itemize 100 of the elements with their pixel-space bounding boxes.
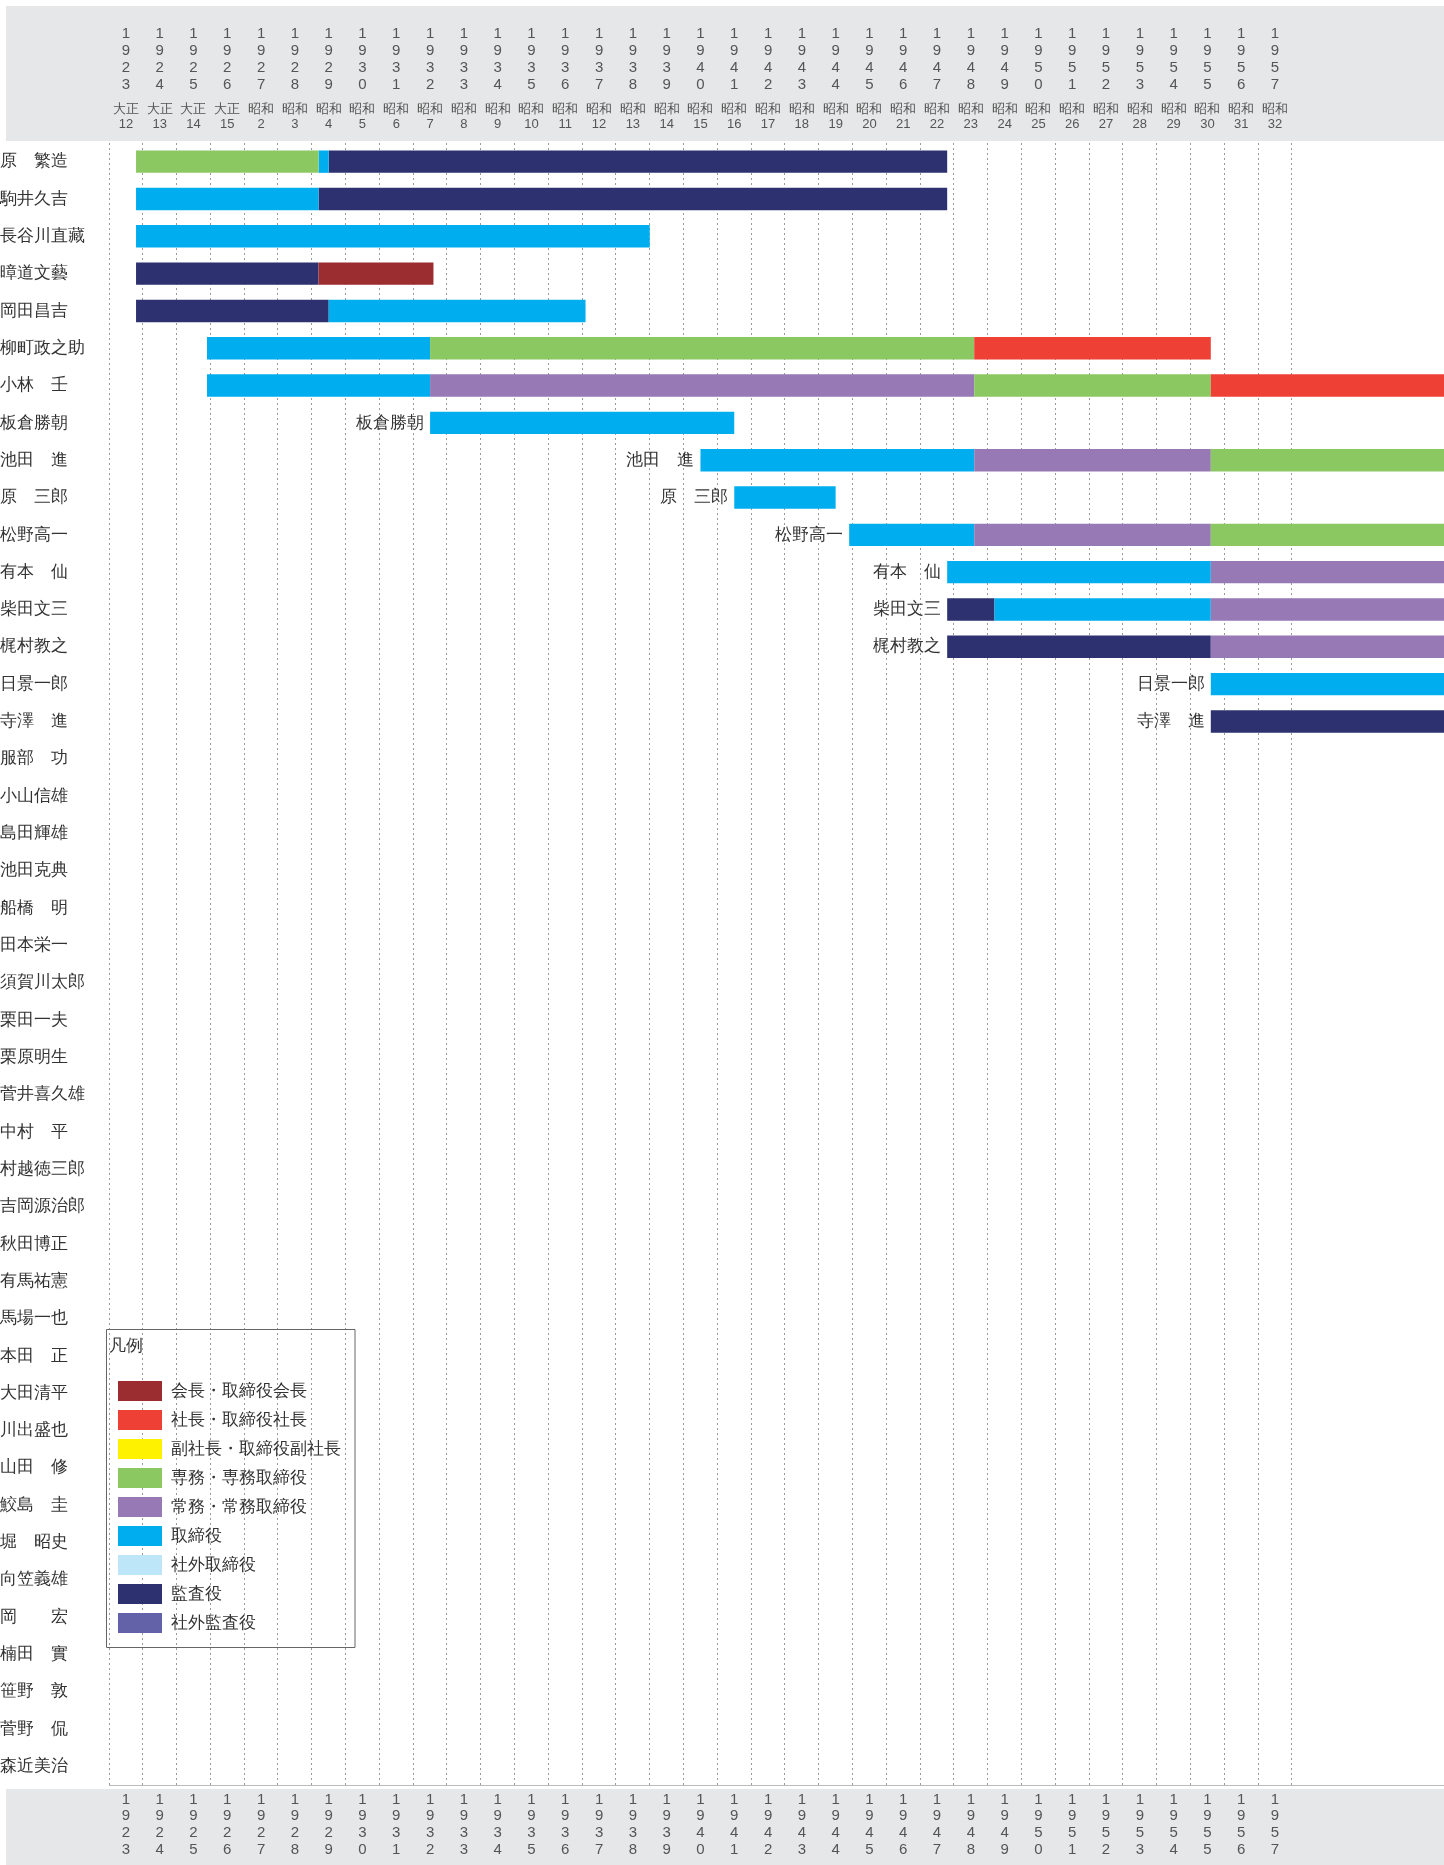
y-tick-label: 小林 壬	[0, 375, 68, 395]
y-tick-label: 島田輝雄	[0, 823, 68, 843]
text: 大正12	[112, 100, 139, 131]
y-tick-label: 松野高一	[0, 524, 68, 544]
y-tick-label: 船橋 明	[0, 897, 68, 917]
y-tick-label: 中村 平	[0, 1121, 68, 1141]
y-tick-label: 原 三郎	[0, 487, 68, 507]
y-tick-label: 堀 昭史	[0, 1532, 68, 1552]
bar	[1210, 374, 1444, 397]
bar	[430, 337, 975, 360]
x2-tick-label: 1 9 4 6	[899, 24, 908, 92]
text: 昭和4	[315, 100, 342, 131]
bar	[318, 150, 329, 173]
x-tick-label: 1 9 4 8	[966, 1789, 976, 1857]
legend-title: 凡例	[109, 1335, 143, 1355]
text: 昭和22	[924, 100, 951, 131]
text: 昭和25	[1025, 100, 1052, 131]
y-tick-label: 小山信雄	[0, 785, 68, 805]
bar	[328, 299, 586, 323]
text: 昭和24	[991, 100, 1018, 131]
x-tick-label: 1 9 4 0	[696, 1789, 705, 1857]
y-tick-label: 柳町政之助	[0, 337, 85, 357]
bar	[136, 262, 319, 285]
x2-tick-label: 1 9 4 7	[932, 24, 942, 92]
x2-tick-label: 1 9 3 5	[527, 24, 536, 92]
y-tick-label: 菅井喜久雄	[0, 1084, 85, 1104]
y-tick-label: 村越徳三郎	[0, 1158, 85, 1178]
text: 昭和13	[619, 100, 646, 131]
y-tick-label: 川出盛也	[0, 1420, 68, 1440]
bar	[1210, 523, 1444, 547]
legend-label: 社外取締役	[170, 1554, 256, 1574]
x2-tick-label: 1 9 2 3	[121, 24, 131, 92]
bar	[1210, 672, 1444, 696]
y-tick-label: 原 繁造	[0, 151, 68, 171]
text: 昭和2	[248, 100, 275, 131]
y-tick-label: 長谷川直藏	[0, 225, 85, 245]
legend-label: 社外監査役	[170, 1612, 256, 1632]
x-tick-label: 1 9 5 2	[1101, 1789, 1111, 1857]
x2-tick-label: 1 9 2 8	[290, 24, 300, 92]
x2-tick-label: 1 9 5 1	[1068, 24, 1077, 92]
x2-tick-label: 1 9 4 0	[696, 24, 705, 92]
x2-tick-label: 1 9 3 0	[358, 24, 367, 92]
text: 大正15	[214, 100, 241, 131]
legend-label: 監査役	[170, 1583, 222, 1603]
x2-tick-label: 1 9 3 1	[392, 24, 401, 92]
bar	[974, 523, 1211, 547]
annotation: 寺澤 進	[1136, 711, 1205, 731]
y-tick-label: 大田清平	[0, 1382, 68, 1402]
text: 昭和21	[890, 100, 917, 131]
bar	[318, 187, 948, 211]
x2-tick-label: 1 9 2 7	[256, 24, 266, 92]
x2-tick-label: 1 9 4 8	[966, 24, 976, 92]
text: 昭和9	[484, 100, 511, 131]
x2-tick-label: 1 9 2 6	[223, 24, 232, 92]
y-tick-label: 寺澤 進	[0, 711, 68, 731]
y-tick-label: 岡 宏	[0, 1606, 68, 1626]
x2-tick-label: 1 9 3 9	[662, 24, 671, 92]
annotation: 柴田文三	[873, 599, 942, 619]
x-tick-label: 1 9 2 8	[290, 1789, 300, 1857]
x-tick-label: 1 9 2 3	[121, 1789, 131, 1857]
y-tick-label: 馬場一也	[0, 1308, 68, 1328]
x2-tick-label: 1 9 4 1	[730, 24, 739, 92]
x2-tick-label: 1 9 4 2	[763, 24, 773, 92]
x-tick-label: 1 9 4 2	[763, 1789, 773, 1857]
y-tick-label: 鮫島 圭	[0, 1494, 68, 1514]
y-tick-label: 有馬祐憲	[0, 1270, 68, 1290]
bar	[974, 449, 1211, 472]
y-tick-label: 須賀川太郎	[0, 972, 85, 992]
x-tick-label: 1 9 2 7	[256, 1789, 266, 1857]
x-tick-label: 1 9 3 2	[425, 1789, 435, 1857]
x-tick-label: 1 9 3 1	[392, 1789, 401, 1857]
y-tick-label: 笹野 敦	[0, 1681, 68, 1701]
text: 昭和15	[687, 100, 714, 131]
y-tick-label: 秋田博正	[0, 1233, 68, 1253]
x-tick-label: 1 9 3 0	[358, 1789, 367, 1857]
bar	[207, 337, 431, 360]
legend-label: 副社長・取締役副社長	[170, 1438, 341, 1458]
x2-tick-label: 1 9 2 4	[155, 24, 164, 92]
y-tick-label: 向笠義雄	[0, 1569, 68, 1589]
x2-tick-label: 1 9 4 3	[797, 24, 807, 92]
bar	[947, 560, 1211, 584]
bar	[430, 374, 975, 397]
bar	[136, 187, 319, 211]
text: 昭和26	[1059, 100, 1086, 131]
y-tick-label: 板倉勝朝	[0, 412, 68, 432]
x2-tick-label: 1 9 3 6	[561, 24, 570, 92]
y-tick-label: 池田 進	[0, 449, 68, 469]
bar	[1210, 635, 1444, 658]
text: 昭和10	[518, 100, 545, 131]
legend-label: 専務・専務取締役	[170, 1467, 307, 1487]
x-tick-label: 1 9 3 5	[527, 1789, 536, 1857]
x2-tick-label: 1 9 5 7	[1270, 24, 1280, 92]
x-tick-label: 1 9 2 9	[324, 1789, 333, 1857]
text: 昭和32	[1262, 100, 1289, 131]
bar	[136, 299, 329, 323]
text: 昭和23	[957, 100, 984, 131]
bar	[328, 150, 948, 173]
text: 昭和5	[349, 100, 376, 131]
x2-tick-label: 1 9 3 2	[425, 24, 435, 92]
x2-tick-label: 1 9 5 6	[1237, 24, 1246, 92]
